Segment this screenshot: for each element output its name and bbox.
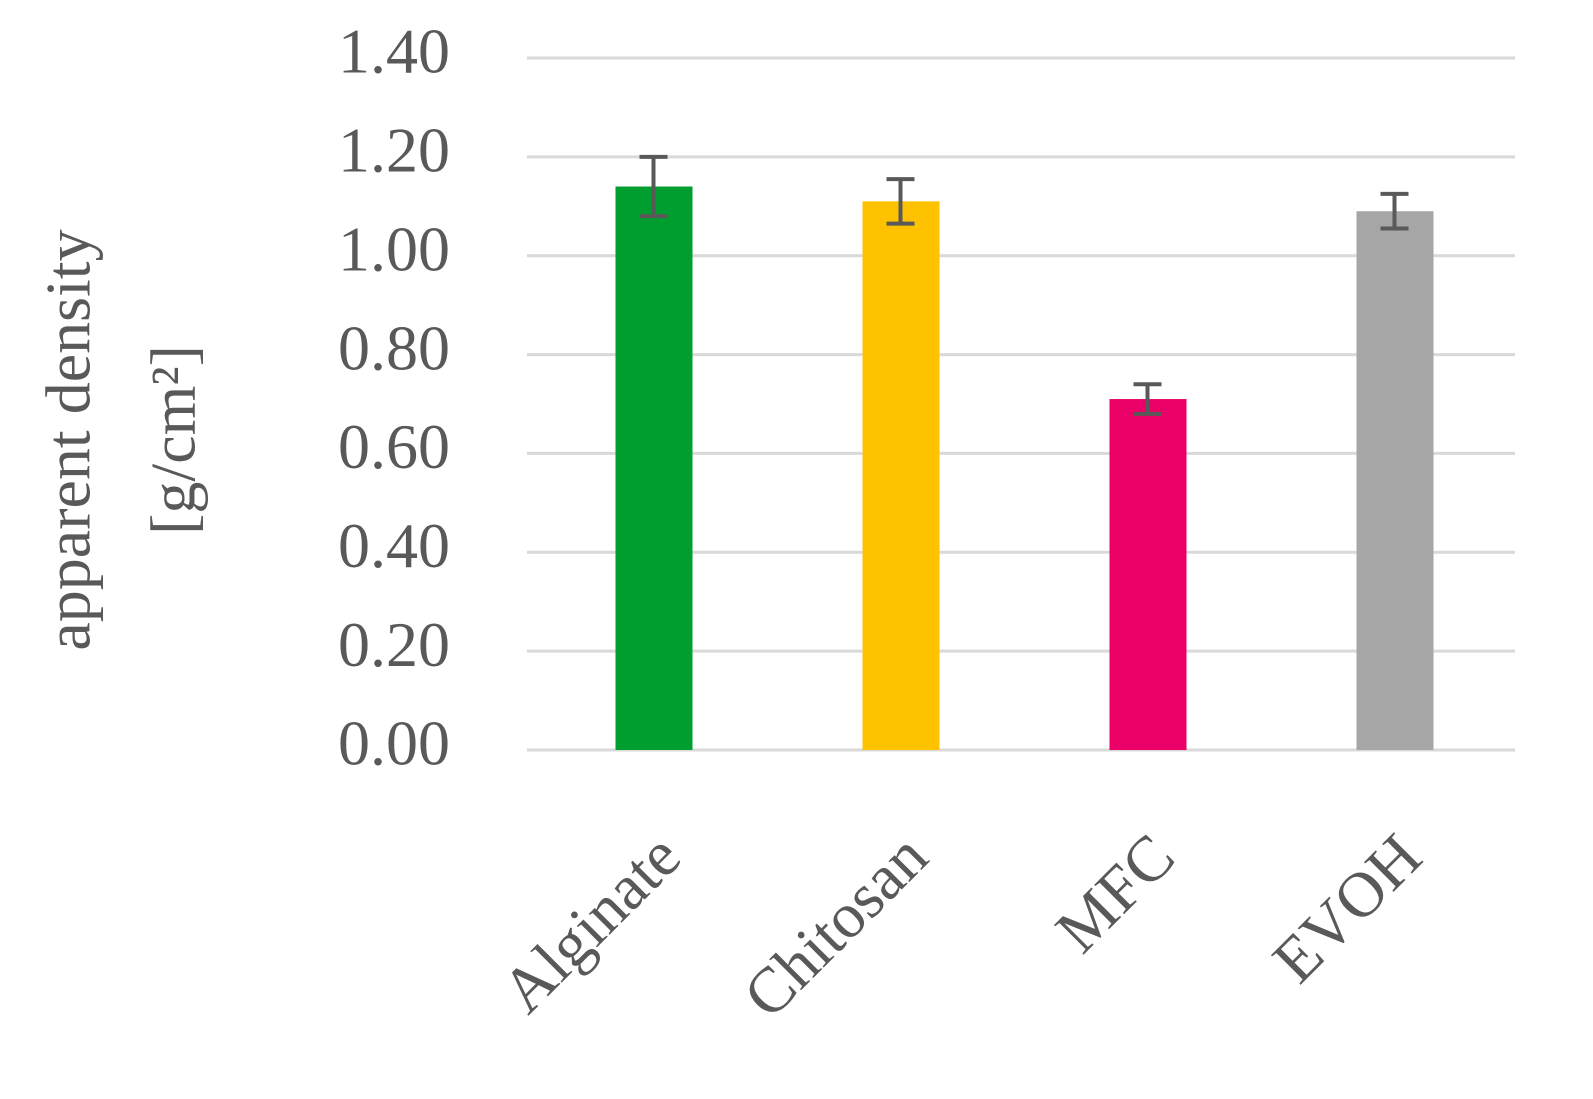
bar	[1356, 211, 1434, 750]
y-tick-label: 1.20	[338, 115, 450, 186]
error-bar	[1380, 191, 1409, 231]
error-bar	[1133, 382, 1162, 416]
y-axis-label: apparent density	[33, 229, 104, 650]
y-axis-label-group: [g/cm²]	[138, 345, 209, 535]
y-tick-label: 0.40	[338, 510, 450, 581]
y-tick-label: 0.00	[338, 708, 450, 779]
y-axis-label: [g/cm²]	[138, 345, 209, 535]
y-tick-label: 1.40	[338, 16, 450, 87]
error-bar	[639, 154, 668, 219]
y-axis-label-group: apparent density	[33, 229, 104, 650]
bar	[1109, 399, 1187, 750]
x-tick-label: Chitosan	[730, 820, 941, 1031]
bar	[615, 186, 693, 750]
bar	[862, 201, 940, 751]
x-tick-label: MFC	[1042, 820, 1188, 966]
y-tick-label: 0.80	[338, 312, 450, 383]
y-tick-label: 1.00	[338, 213, 450, 284]
x-tick-label: EVOH	[1259, 820, 1435, 996]
y-tick-label: 0.20	[338, 609, 450, 680]
y-tick-label: 0.60	[338, 411, 450, 482]
x-tick-label: Alginate	[488, 820, 694, 1026]
error-bar	[886, 177, 915, 226]
